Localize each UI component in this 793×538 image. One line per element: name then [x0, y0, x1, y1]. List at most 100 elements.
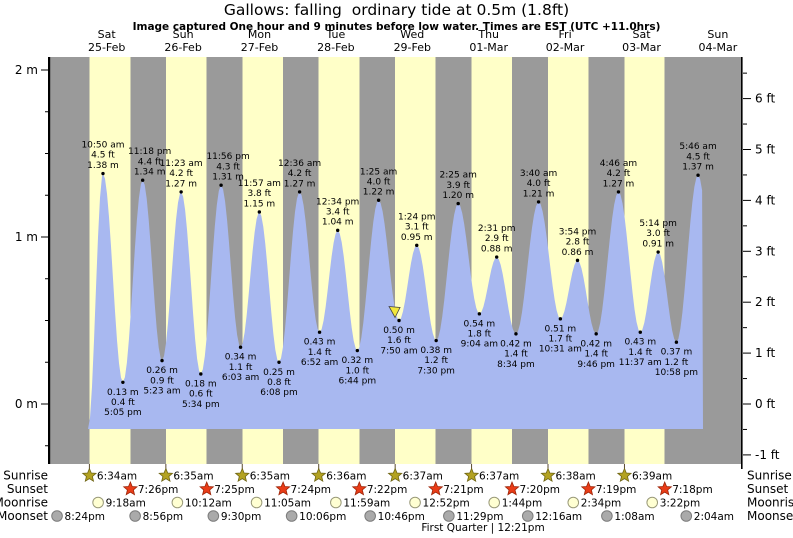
tide-annotation-line: 12:34 pm [316, 197, 359, 207]
tide-annotation-line: 6:08 pm [260, 388, 298, 398]
tide-annotation-line: 0.42 m [500, 339, 532, 349]
tide-annotation-line: 0.91 m [642, 239, 674, 249]
astro-row-label-left: Moonrise [0, 496, 48, 510]
moonrise-icon [330, 496, 342, 509]
tide-annotation-line: 1.4 ft [504, 350, 528, 360]
tide-annotation-line: 0.18 m [185, 379, 217, 389]
tide-point-dot [257, 210, 262, 214]
tide-annotation-line: 1.7 ft [549, 335, 573, 345]
sunset-icon [199, 480, 215, 496]
tide-annotation-line: 1.22 m [363, 188, 395, 198]
tide-point-dot [336, 228, 340, 233]
tide-annotation-line: 12:36 am [278, 159, 321, 169]
tide-annotation-line: 4.2 ft [288, 169, 312, 179]
tide-annotation-line: 1.15 m [244, 199, 276, 209]
day-labels: Sat25-FebSun26-FebMon27-FebTue28-FebWed2… [88, 28, 738, 54]
sunrise-icon [81, 467, 98, 483]
tide-high-annotation: 1:24 pm3.1 ft0.95 m [398, 212, 436, 242]
moonset-icon [51, 510, 63, 522]
day-date: 26-Feb [164, 41, 201, 54]
day-name: Sat [632, 28, 651, 41]
sunset-time: 7:18pm [672, 484, 712, 496]
sunrise-icon [158, 467, 174, 483]
tide-annotation-line: 0.13 m [107, 388, 139, 398]
sunrise-icon [616, 467, 633, 483]
tide-annotation-line: 9:46 pm [577, 360, 615, 370]
tide-annotation-line: 1:24 pm [398, 212, 436, 222]
tide-annotation-line: 2.9 ft [485, 234, 509, 244]
tide-annotation-line: 0.50 m [383, 326, 415, 336]
tide-high-annotation: 12:34 pm3.4 ft1.04 m [316, 197, 359, 227]
sunrise-time: 6:39am [632, 471, 672, 483]
tide-annotation-line: 4.3 ft [216, 162, 240, 172]
tide-annotation-line: 9:04 am [461, 340, 498, 350]
right-axis-tick-label: 2 ft [755, 295, 775, 309]
sunset-time: 7:25pm [214, 484, 254, 496]
tide-annotation-line: 0.54 m [464, 319, 496, 329]
tide-low-annotation: 0.43 m1.4 ft6:52 am [301, 338, 338, 368]
astro-row-label-left: Sunset [7, 482, 48, 496]
moonrise-time: 12:52pm [423, 498, 470, 510]
tide-high-annotation: 4:46 am4.2 ft1.27 m [600, 159, 637, 189]
tide-annotation-line: 0.95 m [401, 233, 433, 243]
sunrise-icon [310, 467, 327, 483]
tide-point-dot [456, 201, 460, 206]
left-axis-tick-label: 2 m [15, 63, 38, 77]
sunset-icon [275, 480, 291, 496]
sunset-icon [504, 480, 520, 496]
moonrise-icon [567, 496, 580, 509]
sunset-icon [122, 480, 138, 496]
astro-row-label-right: Moonrise [747, 496, 793, 510]
tide-point-dot [558, 317, 563, 321]
tide-low-annotation: 0.54 m1.8 ft9:04 am [461, 319, 498, 349]
day-name: Sun [707, 28, 728, 41]
tide-annotation-line: 1.27 m [603, 179, 635, 189]
tide-annotation-line: 1.37 m [682, 163, 714, 173]
sunrise-time: 6:37am [403, 471, 443, 483]
tide-point-dot [397, 318, 401, 323]
moonset-icon [680, 510, 693, 522]
moonset-time: 2:04am [694, 511, 734, 523]
tide-low-annotation: 0.25 m0.8 ft6:08 pm [260, 368, 298, 398]
tide-annotation-line: 1.04 m [322, 218, 354, 228]
tide-point-dot [160, 358, 164, 363]
tide-point-dot [121, 380, 125, 384]
tide-annotation-line: 4.5 ft [686, 152, 710, 162]
tide-point-dot [355, 348, 360, 353]
moonrise-icon [171, 496, 184, 509]
tide-low-annotation: 0.13 m0.4 ft5:05 pm [104, 388, 142, 418]
tide-point-dot [297, 190, 302, 194]
tide-annotation-line: 6:03 am [222, 373, 259, 383]
moonset-time: 11:29pm [456, 511, 503, 523]
moonset-time: 1:08am [614, 511, 654, 523]
chart-subtitle: Image captured One hour and 9 minutes be… [132, 21, 661, 33]
day-date: 01-Mar [469, 41, 508, 54]
tide-annotation-line: 4:46 am [600, 159, 637, 169]
moonrise-time: 10:12am [185, 498, 232, 510]
sunrise-icon [387, 467, 403, 483]
tide-annotation-line: 3.1 ft [405, 223, 429, 233]
tide-annotation-line: 4.2 ft [169, 169, 193, 179]
tide-point-dot [638, 330, 642, 334]
sunrise-time: 6:35am [173, 471, 213, 483]
tide-annotation-line: 0.8 ft [267, 378, 291, 388]
tide-low-annotation: 0.34 m1.1 ft6:03 am [222, 353, 259, 383]
tide-annotation-line: 0.38 m [420, 346, 452, 356]
tide-high-annotation: 1:25 am4.0 ft1.22 m [360, 167, 397, 197]
tide-high-annotation: 5:46 am4.5 ft1.37 m [679, 142, 716, 172]
chart-title: Gallows: falling ordinary tide at 0.5m (… [223, 1, 570, 19]
day-name: Wed [400, 28, 424, 41]
left-axis-tick-label: 0 m [15, 397, 38, 411]
tide-high-annotation: 5:14 pm3.0 ft0.91 m [639, 219, 677, 249]
moonset-icon [601, 510, 613, 522]
tide-point-dot [495, 255, 499, 259]
left-axis-line [48, 57, 51, 464]
day-date: 29-Feb [394, 41, 431, 54]
day-name: Fri [559, 28, 572, 41]
tide-annotation-line: 10:58 pm [655, 368, 698, 378]
right-axis-tick-label: 6 ft [755, 92, 775, 106]
